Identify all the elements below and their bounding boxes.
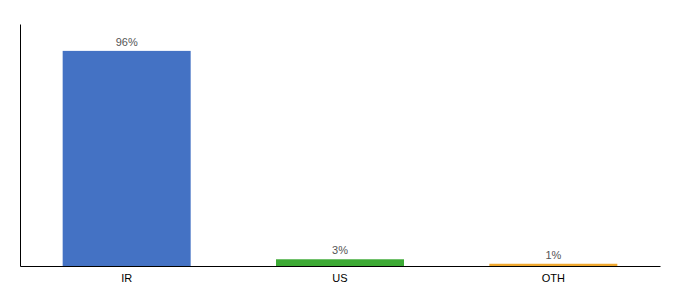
x-tick: OTH [542, 272, 565, 284]
x-tick-label: IR [121, 272, 132, 284]
x-tick-label: US [332, 272, 347, 284]
y-axis-line [20, 25, 21, 267]
bar [63, 51, 191, 266]
x-axis: IR US OTH [21, 267, 661, 284]
chart-svg: 96% 3% 1% IR US OTH [0, 0, 680, 300]
bar [276, 259, 404, 266]
x-tick: US [332, 272, 347, 284]
bar [489, 264, 617, 266]
x-tick-label: OTH [542, 272, 565, 284]
chart-container: 96% 3% 1% IR US OTH [0, 0, 680, 300]
bars [63, 51, 618, 266]
x-tick: IR [121, 272, 132, 284]
data-label: 96% [116, 36, 138, 48]
x-axis-line [21, 266, 661, 267]
plot-area: 96% 3% 1% IR US OTH [21, 25, 661, 284]
y-axis [20, 25, 21, 267]
data-label: 3% [332, 244, 348, 256]
data-label: 1% [545, 249, 561, 261]
data-labels: 96% 3% 1% [116, 36, 562, 261]
